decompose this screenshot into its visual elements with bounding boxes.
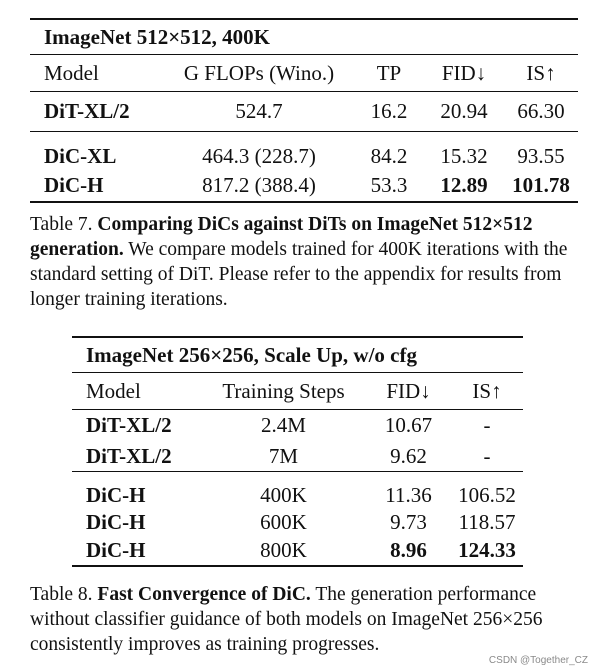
table-row: DiC-H 400K 11.36 106.52 <box>72 482 523 509</box>
header-is: IS↑ <box>472 378 502 403</box>
cell-flops: 817.2 (388.4) <box>202 173 316 197</box>
cell-is: 66.30 <box>517 99 565 123</box>
table-8-grid: ImageNet 256×256, Scale Up, w/o cfg Mode… <box>72 336 523 567</box>
watermark: CSDN @Together_CZ <box>488 655 588 666</box>
cell-steps: 600K <box>260 510 307 534</box>
cell-model: DiC-H <box>86 510 146 534</box>
cell-flops: 464.3 (228.7) <box>202 143 316 168</box>
table-7: ImageNet 512×512, 400K Model G FLOPs (Wi… <box>30 18 578 203</box>
table-row: DiC-XL 464.3 (228.7) 84.2 15.32 93.55 <box>30 142 578 170</box>
table-row: DiT-XL/2 7M 9.62 - <box>72 442 523 472</box>
table-row: DiC-H 800K 8.96 124.33 <box>72 536 523 566</box>
cell-fid: 9.62 <box>390 443 427 468</box>
cell-model: DiC-XL <box>44 143 117 168</box>
cell-fid: 9.73 <box>390 510 427 534</box>
cell-model: DiC-H <box>86 538 146 562</box>
table-7-title: ImageNet 512×512, 400K <box>44 24 271 49</box>
table-8-title: ImageNet 256×256, Scale Up, w/o cfg <box>86 342 417 367</box>
cell-steps: 7M <box>268 443 299 468</box>
caption-text: The generation performance without class… <box>30 584 543 655</box>
header-is: IS↑ <box>526 60 556 85</box>
cell-is: - <box>483 443 491 468</box>
header-fid: FID↓ <box>386 378 431 403</box>
cell-is: 101.78 <box>512 173 570 197</box>
cell-fid: 20.94 <box>440 99 488 123</box>
caption-bold: Fast Convergence of DiC. <box>97 584 311 605</box>
caption-bold: Comparing DiCs against DiTs on ImageNet … <box>30 214 533 260</box>
table-row: DiC-H 817.2 (388.4) 53.3 12.89 101.78 <box>30 170 578 202</box>
header-gflops: G FLOPs (Wino.) <box>183 60 335 85</box>
cell-is: 93.55 <box>517 143 565 168</box>
cell-is: 124.33 <box>458 538 516 562</box>
header-tp: TP <box>376 60 402 85</box>
cell-steps: 400K <box>260 483 307 507</box>
cell-flops: 524.7 <box>235 99 283 123</box>
header-model: Model <box>44 60 99 85</box>
cell-model: DiT-XL/2 <box>86 443 172 468</box>
cell-model: DiT-XL/2 <box>86 413 172 438</box>
caption-label: Table 7. <box>30 214 93 235</box>
table-row: DiT-XL/2 524.7 16.2 20.94 66.30 <box>30 92 578 132</box>
table-7-grid: ImageNet 512×512, 400K Model G FLOPs (Wi… <box>30 18 578 203</box>
cell-fid: 8.96 <box>390 538 427 562</box>
cell-fid: 12.89 <box>440 173 488 197</box>
cell-fid: 15.32 <box>440 143 488 168</box>
cell-tp: 84.2 <box>370 143 408 168</box>
caption-text: We compare models trained for 400K itera… <box>30 239 568 310</box>
cell-is: 118.57 <box>458 510 516 534</box>
cell-fid: 11.36 <box>385 483 432 507</box>
cell-steps: 2.4M <box>261 413 306 438</box>
table-row: DiC-H 600K 9.73 118.57 <box>72 509 523 536</box>
cell-model: DiC-H <box>44 173 104 197</box>
row-gap <box>30 132 578 143</box>
table-8: ImageNet 256×256, Scale Up, w/o cfg Mode… <box>72 336 523 567</box>
cell-model: DiT-XL/2 <box>44 99 130 123</box>
row-gap <box>72 472 523 483</box>
cell-steps: 800K <box>260 538 307 562</box>
cell-tp: 53.3 <box>370 173 408 197</box>
table-7-caption: Table 7. Comparing DiCs against DiTs on … <box>30 212 578 312</box>
cell-is: 106.52 <box>458 483 516 507</box>
caption-label: Table 8. <box>30 584 93 605</box>
table-8-caption: Table 8. Fast Convergence of DiC. The ge… <box>30 582 590 657</box>
cell-tp: 16.2 <box>370 99 408 123</box>
header-training-steps: Training Steps <box>222 378 345 403</box>
header-fid: FID↓ <box>441 60 487 85</box>
cell-is: - <box>483 413 491 438</box>
cell-model: DiC-H <box>86 483 146 507</box>
table-row: DiT-XL/2 2.4M 10.67 - <box>72 410 523 442</box>
header-model: Model <box>86 378 141 403</box>
cell-fid: 10.67 <box>384 413 433 438</box>
